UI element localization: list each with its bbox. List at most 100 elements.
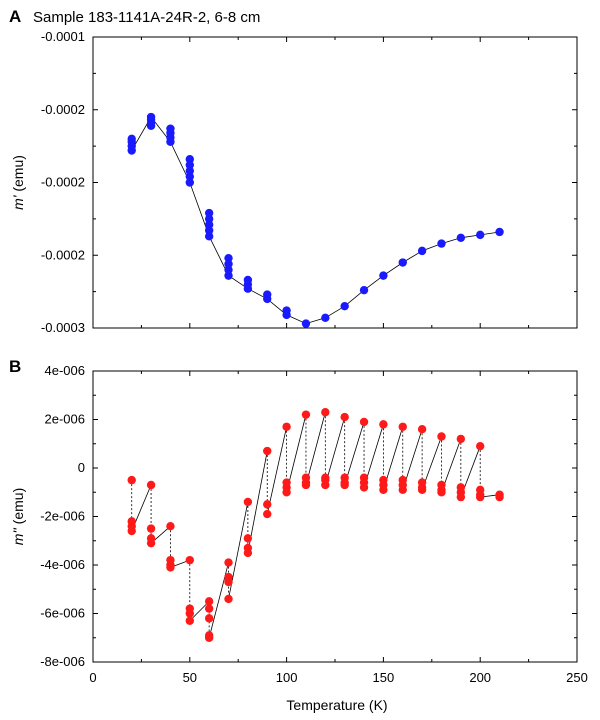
data-point-a-35 [340,301,349,311]
data-point-b-0-0 [127,475,136,485]
panel-a-letter: A [9,7,21,26]
data-point-a-37 [379,271,388,280]
data-point-b-4-2 [204,614,214,623]
data-point-a-32 [282,310,291,320]
data-point-b-1-3 [146,538,156,548]
data-point-a-13 [185,160,194,170]
series-segment-b-3 [189,601,210,622]
data-point-a-34 [321,313,330,323]
data-point-b-9-3 [301,480,311,490]
data-point-b-16-0 [437,432,446,441]
y-tick-label-b-3: -2e-006 [40,509,85,524]
y-tick-label-b-2: 0 [78,460,85,475]
data-point-a-18 [204,214,214,224]
data-point-b-3-2 [185,609,194,618]
data-point-a-16 [185,178,194,187]
data-point-a-36 [359,285,369,295]
y-tick-label-b-4: -4e-006 [40,557,85,572]
data-point-b-6-3 [243,548,253,558]
x-tick-label-2: 100 [276,670,298,685]
data-point-a-19 [204,220,214,229]
data-point-b-2-0 [166,522,175,531]
data-point-b-5-0 [224,558,233,567]
data-point-b-3-3 [185,616,194,625]
x-tick-label-5: 250 [566,670,588,685]
series-segment-b-9 [305,412,326,486]
panel-b-letter: B [9,357,21,376]
y-tick-label-a-2: -0.0002 [41,175,85,190]
data-point-b-15-3 [417,485,427,495]
data-point-b-19-1 [495,492,504,502]
y-tick-label-b-6: -8e-006 [40,654,85,669]
y-tick-label-b-1: 2e-006 [45,412,85,427]
x-axis-label: Temperature (K) [286,697,387,713]
data-point-a-42 [476,230,485,240]
y-tick-label-a-4: -0.0003 [41,320,85,335]
data-point-a-17 [204,208,214,218]
data-point-a-7 [146,121,156,130]
data-point-b-10-3 [321,480,330,490]
panel-a-plot: -0.0001 -0.0002 -0.0002 -0.0002 -0.0003 m' (e… [10,29,578,335]
data-point-a-11 [166,137,175,146]
data-point-b-4-1 [204,604,214,613]
y-axis-label-b: m'' (emu) [10,488,26,545]
plot-frame-a [92,36,578,329]
data-point-a-33 [301,319,311,328]
data-point-b-7-2 [263,509,272,519]
y-tick-label-a-3: -0.0002 [41,247,85,262]
data-point-a-25 [224,271,233,280]
data-point-a-41 [456,233,466,242]
chart-title: Sample 183-1141A-24R-2, 6-8 cm [33,9,260,26]
data-point-a-24 [224,265,233,274]
series-segment-b-8 [286,414,307,493]
series-segment-b-10 [324,416,346,486]
data-point-a-14 [185,166,194,176]
x-tick-label-0: 0 [89,670,96,685]
data-point-b-0-3 [127,526,136,536]
data-point-a-3 [127,146,136,155]
data-point-b-6-0 [243,497,253,507]
series-segment-b-11 [344,421,365,486]
data-point-b-8-0 [282,422,291,431]
data-point-b-6-1 [243,534,253,543]
data-point-b-10-0 [321,408,330,417]
x-tick-label-4: 200 [469,670,491,685]
data-point-b-12-0 [359,417,369,427]
data-point-a-40 [437,239,446,248]
data-point-b-1-1 [146,524,156,533]
data-point-b-13-0 [379,420,388,429]
data-point-b-5-2 [224,577,233,587]
data-point-b-11-3 [340,480,349,490]
series-line-a [131,116,500,325]
data-point-b-1-0 [146,480,156,490]
data-point-b-15-0 [417,425,427,434]
data-point-b-11-0 [340,412,349,422]
data-point-b-17-3 [456,492,466,502]
data-point-a-30 [263,294,272,304]
plot-frame-b [92,370,578,663]
data-point-b-14-0 [398,422,407,431]
data-point-b-4-0 [204,597,214,606]
data-point-a-28 [243,284,253,293]
x-tick-label-1: 50 [183,670,197,685]
data-point-a-43 [495,227,504,237]
data-point-b-16-3 [437,488,446,497]
data-point-b-17-0 [456,434,466,444]
data-point-b-8-3 [282,488,291,497]
data-point-b-18-0 [476,441,485,451]
data-point-b-5-3 [224,594,233,604]
data-point-b-9-0 [301,410,311,419]
data-point-b-4-4 [204,633,214,642]
x-tick-label-3: 150 [373,670,395,685]
data-point-b-3-0 [185,555,194,565]
data-point-a-20 [204,226,214,235]
data-point-a-23 [224,259,233,269]
data-point-a-15 [185,172,194,181]
data-point-a-21 [204,232,214,241]
y-tick-label-a-0: -0.0001 [41,29,85,44]
data-point-a-12 [185,155,194,164]
panel-b-plot: 4e-006 2e-006 0 -2e-006 -4e-006 -6e-006 -8e-00… [10,363,588,685]
data-point-b-18-3 [476,492,485,502]
data-point-b-12-3 [359,483,369,492]
